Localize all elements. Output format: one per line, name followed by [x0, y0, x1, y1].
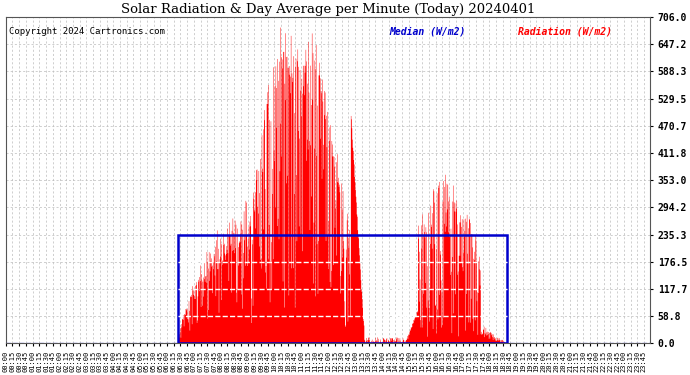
- Text: Radiation (W/m2): Radiation (W/m2): [518, 27, 612, 37]
- Title: Solar Radiation & Day Average per Minute (Today) 20240401: Solar Radiation & Day Average per Minute…: [121, 3, 535, 16]
- Bar: [178, 234, 507, 344]
- Text: Copyright 2024 Cartronics.com: Copyright 2024 Cartronics.com: [9, 27, 165, 36]
- Text: Median (W/m2): Median (W/m2): [389, 27, 466, 37]
